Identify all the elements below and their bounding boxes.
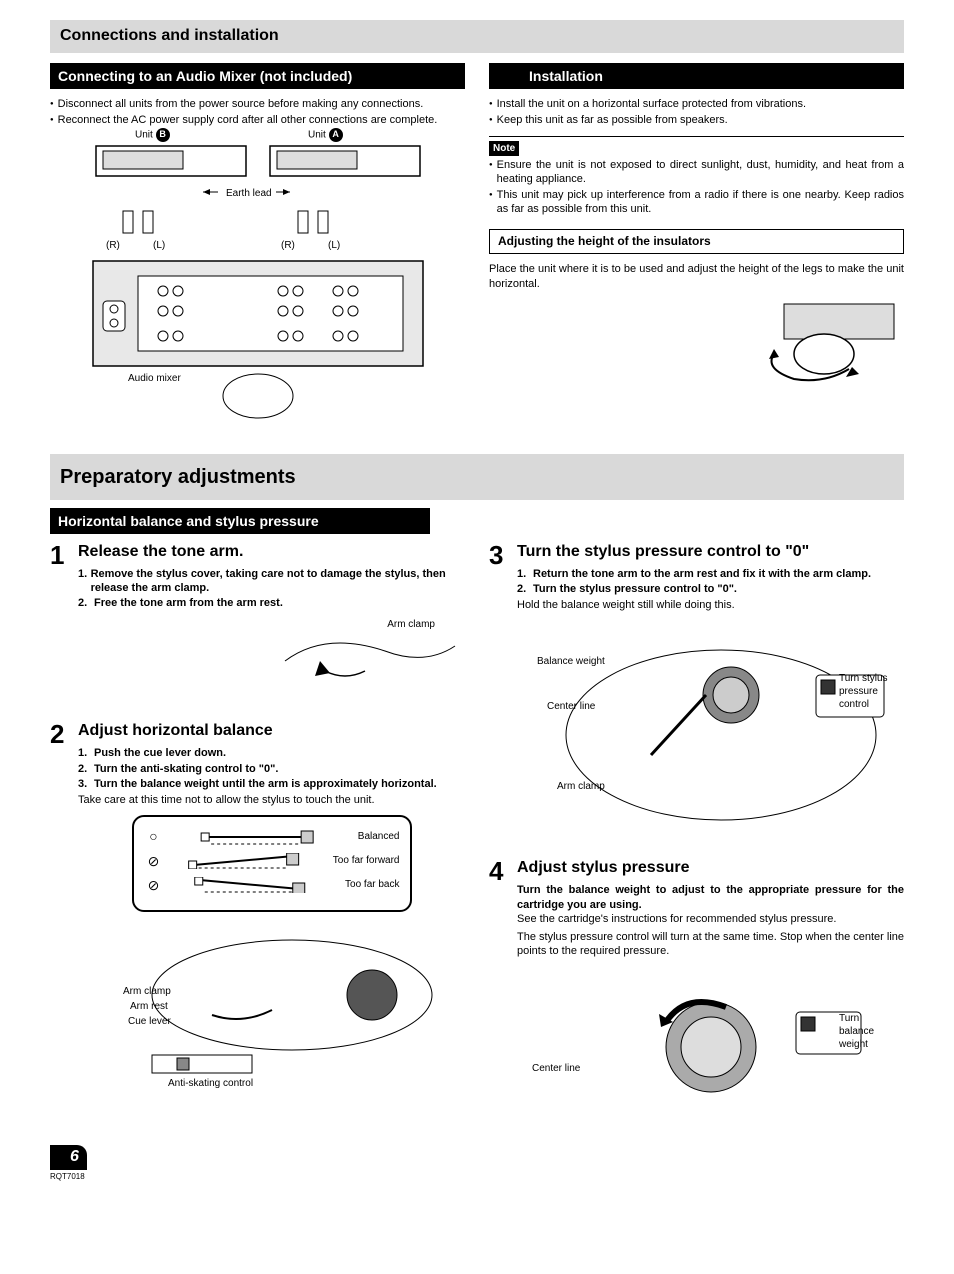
step-bold-text: Turn the balance weight to adjust to the… (517, 883, 904, 912)
bullet-item: Reconnect the AC power supply cord after… (50, 113, 465, 127)
svg-text:(R): (R) (106, 240, 120, 251)
steps-right: 3 Turn the stylus pressure control to "0… (489, 542, 904, 1125)
step-text: The stylus pressure control will turn at… (517, 930, 904, 959)
boxed-text: Place the unit where it is to be used an… (489, 262, 904, 291)
step-2: 2 Adjust horizontal balance 1.Push the c… (50, 721, 465, 1098)
bullet-item: Install the unit on a horizontal surface… (489, 97, 904, 111)
svg-text:(L): (L) (328, 240, 340, 251)
top-columns: Connecting to an Audio Mixer (not includ… (50, 63, 904, 434)
right-column: Installation Install the unit on a horiz… (489, 63, 904, 434)
step-text: See the cartridge's instructions for rec… (517, 912, 904, 926)
steps-columns: 1 Release the tone arm. 1.Remove the sty… (50, 542, 904, 1125)
steps-left: 1 Release the tone arm. 1.Remove the sty… (50, 542, 465, 1125)
step-title: Release the tone arm. (78, 542, 465, 563)
step2-detail-diagram: Arm clamp Arm rest Cue lever Anti-skatin… (78, 920, 465, 1090)
step-3: 3 Turn the stylus pressure control to "0… (489, 542, 904, 849)
doc-code: RQT7018 (50, 1172, 904, 1182)
step-4: 4 Adjust stylus pressure Turn the balanc… (489, 858, 904, 1114)
svg-text:Earth lead: Earth lead (226, 188, 272, 199)
svg-text:(R): (R) (281, 240, 295, 251)
mixer-diagram: Earth lead (R) (L) (R) (L) (50, 136, 465, 426)
step-number: 4 (489, 858, 517, 1114)
step-note: Hold the balance weight still while doin… (517, 598, 904, 612)
left-column: Connecting to an Audio Mixer (not includ… (50, 63, 465, 434)
left-subheader: Connecting to an Audio Mixer (not includ… (50, 63, 465, 89)
page-header: Connections and installation (50, 20, 904, 53)
bullet-item: Disconnect all units from the power sour… (50, 97, 465, 111)
boxed-title: Adjusting the height of the insulators (489, 229, 904, 255)
step-1: 1 Release the tone arm. 1.Remove the sty… (50, 542, 465, 712)
bullet-item: This unit may pick up interference from … (489, 188, 904, 217)
bullet-item: Ensure the unit is not exposed to direct… (489, 158, 904, 187)
step-title: Turn the stylus pressure control to "0" (517, 542, 904, 563)
right-subheader: Installation (489, 63, 904, 89)
page-footer: 6 RQT7018 (50, 1145, 904, 1182)
step-title: Adjust stylus pressure (517, 858, 904, 879)
balance-diagram: ○ Balanced ⊘ Too far forward ⊘ Too far b… (132, 815, 412, 912)
note-label: Note (489, 141, 519, 156)
bullet-item: Keep this unit as far as possible from s… (489, 113, 904, 127)
step4-diagram: Center line Turn balance weight (517, 967, 904, 1107)
step1-diagram: Arm clamp (78, 618, 465, 703)
svg-text:(L): (L) (153, 240, 165, 251)
section2-header: Preparatory adjustments (50, 454, 904, 500)
note-section: Note Ensure the unit is not exposed to d… (489, 136, 904, 217)
svg-text:Audio mixer: Audio mixer (128, 373, 181, 384)
step-number: 3 (489, 542, 517, 849)
section2-subheader: Horizontal balance and stylus pressure (50, 508, 430, 534)
insulator-diagram (489, 299, 904, 399)
page-number: 6 (50, 1145, 87, 1170)
step-title: Adjust horizontal balance (78, 721, 465, 742)
step-number: 2 (50, 721, 78, 1098)
step-number: 1 (50, 542, 78, 712)
step3-diagram: Balance weight Center line Arm clamp Tur… (517, 620, 904, 840)
step-note: Take care at this time not to allow the … (78, 793, 465, 807)
